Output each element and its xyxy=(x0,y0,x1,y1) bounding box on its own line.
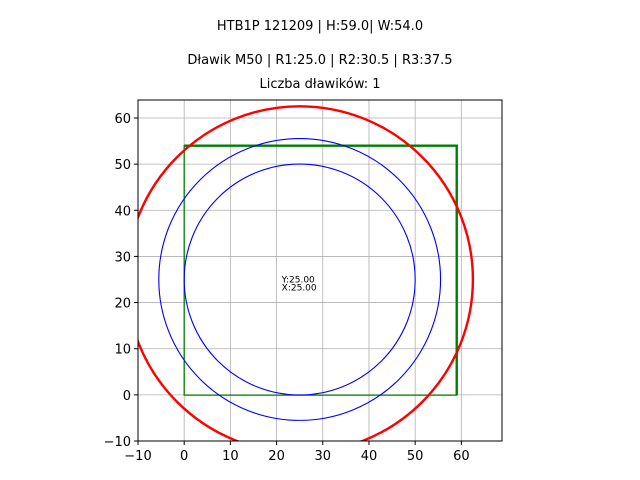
x-tick-label: 40 xyxy=(361,449,378,464)
y-tick-label: 50 xyxy=(114,158,131,173)
annotation-y: Y:25.00 xyxy=(281,275,315,285)
circle-R3 xyxy=(138,105,475,441)
axis-ticks: −10−10 0 0 10 10 20 20 30 30 40 40 50 50 60 60 xyxy=(104,112,470,464)
shapes-layer xyxy=(138,105,475,441)
y-tick-label: 10 xyxy=(114,343,131,358)
axes-frame xyxy=(137,99,503,442)
y-tick-label: 0 xyxy=(123,389,131,404)
x-tick-label: −10 xyxy=(124,449,151,464)
x-tick-label: 10 xyxy=(222,449,239,464)
annotation-x: X:25.00 xyxy=(282,283,317,293)
chart-title-line-1: HTB1P 121209 | H:59.0| W:54.0 xyxy=(216,19,424,34)
y-tick-label: −10 xyxy=(104,435,131,450)
y-tick-label: 30 xyxy=(114,250,131,265)
x-tick-label: 20 xyxy=(268,449,285,464)
x-tick-label: 30 xyxy=(314,449,331,464)
rectangle-outline xyxy=(183,145,458,396)
x-tick-label: 0 xyxy=(180,449,188,464)
y-tick-label: 60 xyxy=(114,112,131,127)
y-tick-label: 20 xyxy=(114,297,131,312)
chart-title-line-2: Dławik M50 | R1:25.0 | R2:30.5 | R3:37.5 xyxy=(187,53,453,68)
circle-R1 xyxy=(183,163,416,396)
grid-lines xyxy=(137,100,502,442)
y-tick-label: 40 xyxy=(114,204,131,219)
circle-R2 xyxy=(158,138,442,421)
x-tick-label: 50 xyxy=(407,449,424,464)
x-tick-label: 60 xyxy=(453,449,470,464)
chart-title-line-3: Liczba dławików: 1 xyxy=(259,77,381,92)
